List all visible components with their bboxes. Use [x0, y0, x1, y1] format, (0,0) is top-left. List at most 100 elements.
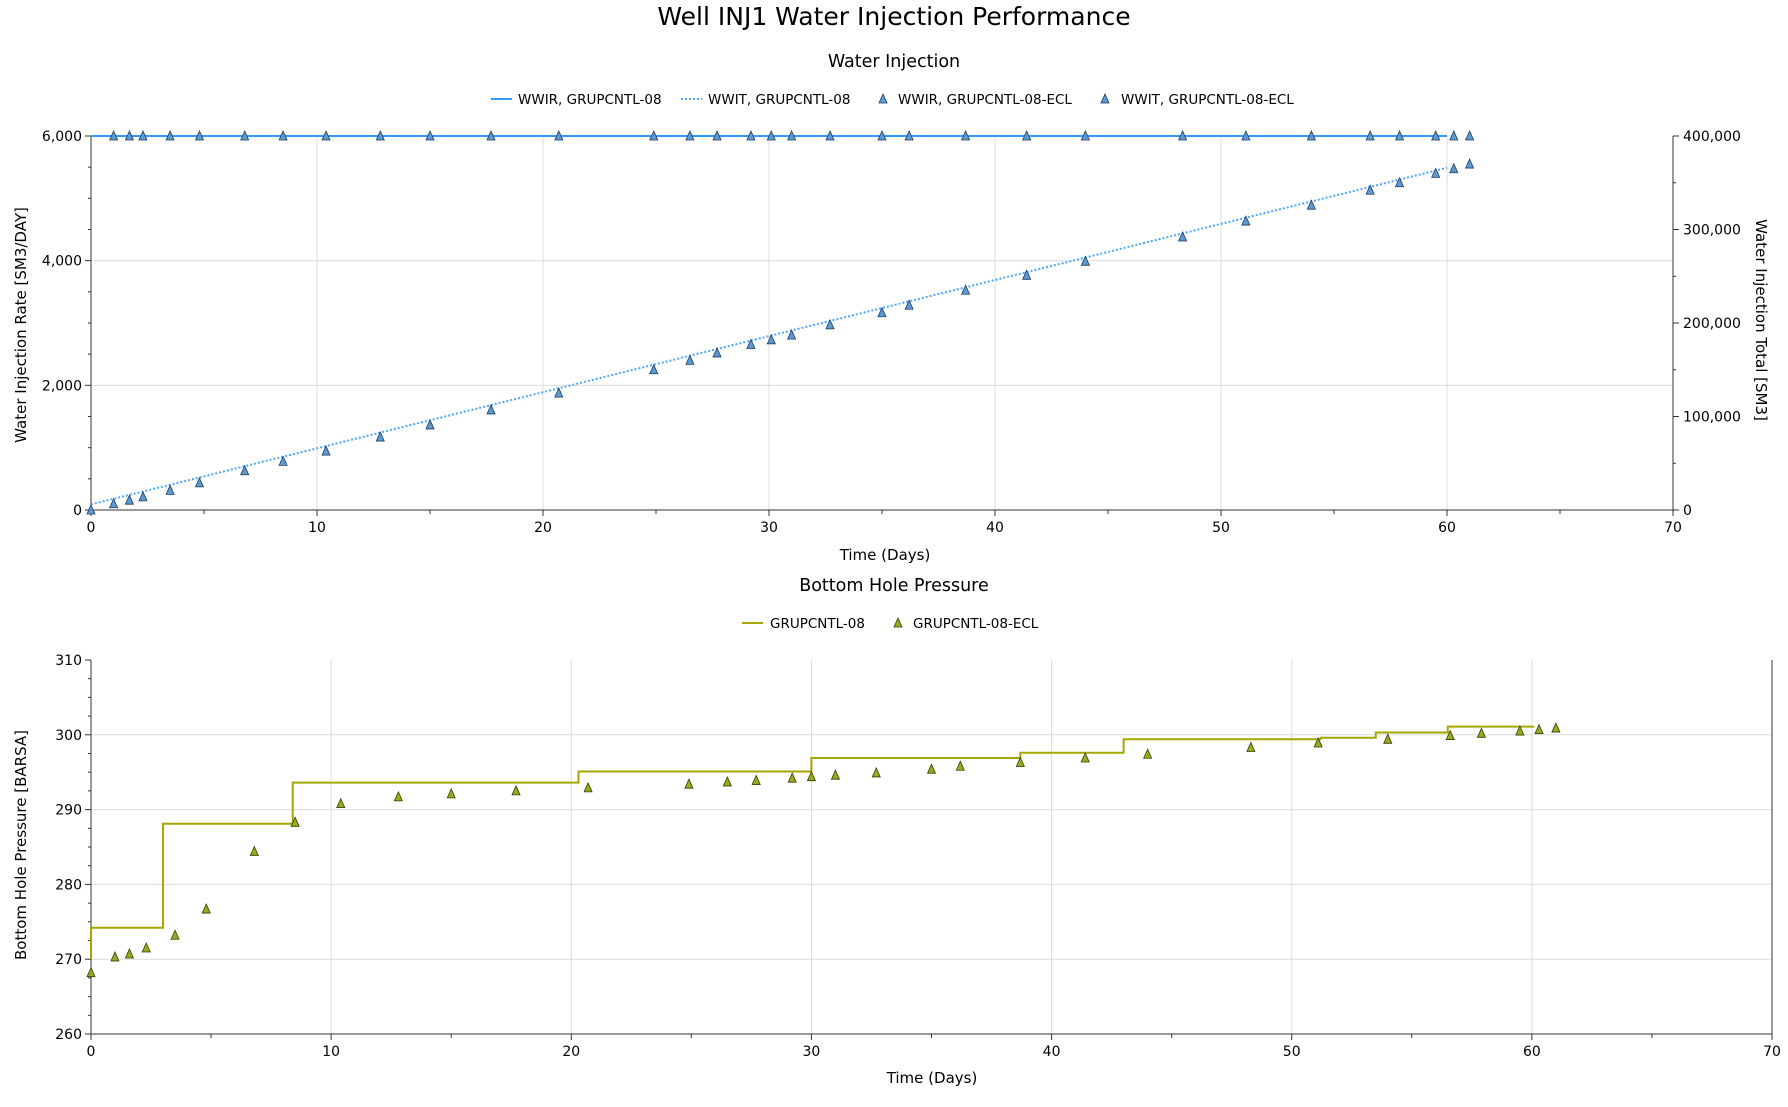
data-point-marker [1143, 748, 1153, 759]
data-point-marker [554, 387, 564, 398]
water-injection-chart: Water Injection WWIR, GRUPCNTL-08 WWIT, … [12, 52, 1770, 564]
y-axis-title-water-injection-rate: Water Injection Rate [SM3/DAY] [12, 207, 30, 443]
data-point-marker [684, 778, 694, 789]
x-tick-label: 60 [1523, 1044, 1541, 1060]
x-axis-title-water-injection: Time (Days) [839, 546, 931, 564]
series-wwit-grupcntl-08-ecl [86, 158, 1475, 515]
data-point-marker [904, 130, 914, 141]
data-point-marker [1464, 158, 1475, 169]
data-point-marker [1394, 130, 1405, 141]
data-point-marker [766, 333, 776, 345]
data-point-marker [766, 130, 776, 141]
data-point-marker [877, 130, 887, 141]
data-point-marker [1306, 130, 1317, 141]
legend-marker-wwir-ecl [878, 93, 888, 104]
data-point-marker [1551, 722, 1561, 733]
data-point-marker [1449, 162, 1459, 174]
x-tick-label: 30 [803, 1044, 821, 1060]
x-tick-label: 30 [760, 520, 778, 536]
y2-tick-label: 0 [1683, 503, 1692, 519]
data-point-marker [108, 497, 119, 509]
axes-water-injection: 0 10 20 30 40 50 60 7002,0004,0006,0000100,0002… [42, 129, 1741, 536]
data-point-marker [1022, 269, 1032, 280]
data-point-marker [165, 484, 175, 495]
data-point-marker [1241, 215, 1251, 226]
legend-label-wwit-ecl: WWIT, GRUPCNTL-08-ECL [1121, 92, 1294, 108]
data-point-marker [336, 797, 346, 809]
data-point-marker [904, 299, 914, 310]
x-tick-label: 60 [1438, 520, 1456, 536]
data-point-marker [446, 787, 456, 799]
series-bottom-hole-pressure [86, 722, 1561, 978]
data-point-marker [194, 476, 205, 488]
y2-tick-label: 100,000 [1683, 410, 1741, 426]
data-point-marker [877, 306, 887, 318]
y-tick-label: 2,000 [42, 378, 82, 394]
data-point-marker [1022, 130, 1032, 141]
data-point-marker [1534, 723, 1544, 734]
data-point-marker [138, 130, 148, 141]
grid-bottom-hole-pressure [91, 660, 1772, 1034]
page-title: Well INJ1 Water Injection Performance [657, 2, 1131, 31]
y2-tick-label: 300,000 [1683, 223, 1741, 239]
data-point-marker [1177, 230, 1188, 242]
data-point-marker [194, 130, 205, 141]
data-point-marker [554, 130, 564, 141]
data-point-marker [926, 763, 937, 774]
data-point-marker [583, 781, 593, 793]
bottom-hole-pressure-chart: Bottom Hole Pressure GRUPCNTL-08 GRUPCNT… [12, 576, 1781, 1087]
data-point-marker [393, 790, 403, 802]
data-point-marker [486, 130, 496, 141]
x-tick-label: 70 [1664, 520, 1682, 536]
y-tick-label: 280 [55, 877, 82, 893]
data-point-marker [1445, 729, 1455, 740]
data-point-marker [1246, 741, 1256, 752]
data-point-marker [649, 130, 659, 141]
data-point-marker [86, 966, 96, 978]
data-point-marker [1313, 737, 1323, 748]
data-point-marker [124, 130, 135, 141]
y-tick-label: 6,000 [42, 129, 82, 145]
y-tick-label: 0 [73, 503, 82, 519]
data-point-marker [1383, 733, 1393, 744]
data-point-marker [278, 130, 288, 141]
data-point-marker [201, 903, 211, 914]
x-tick-label: 0 [87, 520, 96, 536]
x-tick-label: 20 [562, 1044, 580, 1060]
legend-water-injection: WWIR, GRUPCNTL-08 WWIT, GRUPCNTL-08 WWIR… [491, 92, 1294, 108]
data-point-marker [1476, 727, 1487, 738]
y-tick-label: 260 [55, 1027, 82, 1043]
data-point-marker [375, 130, 385, 141]
legend-label-wwit: WWIT, GRUPCNTL-08 [708, 92, 850, 108]
data-point-marker [1431, 130, 1441, 141]
chart-subtitle-water-injection: Water Injection [828, 52, 960, 72]
data-point-marker [278, 455, 288, 466]
legend-label-grupcntl-ecl: GRUPCNTL-08-ECL [913, 616, 1039, 632]
data-point-marker [1365, 130, 1375, 141]
data-point-marker [1241, 130, 1251, 141]
data-point-marker [830, 769, 841, 780]
data-point-marker [685, 354, 695, 365]
data-point-marker [110, 950, 120, 962]
x-tick-label: 20 [534, 520, 552, 536]
axes-bottom-hole-pressure: 0 10 20 30 40 50 60 70 260 270 280 290 300 310 [55, 653, 1781, 1060]
data-point-marker [1449, 130, 1459, 141]
x-tick-label: 50 [1283, 1044, 1301, 1060]
x-tick-label: 10 [308, 520, 326, 536]
data-point-marker [425, 130, 435, 141]
x-axis-title-bottom-hole-pressure: Time (Days) [886, 1069, 978, 1087]
data-point-marker [511, 784, 521, 796]
y2-axis-title-water-injection-total: Water Injection Total [SM3] [1752, 219, 1770, 421]
legend-label-wwir-ecl: WWIR, GRUPCNTL-08-ECL [898, 92, 1072, 108]
data-point-marker [786, 329, 797, 340]
data-point-marker [249, 845, 259, 856]
data-point-marker [1080, 752, 1090, 763]
legend-bottom-hole-pressure: GRUPCNTL-08 GRUPCNTL-08-ECL [742, 616, 1039, 632]
series-grupcntl-08-line [90, 725, 1535, 960]
data-point-marker [1306, 199, 1317, 210]
y2-tick-label: 400,000 [1683, 129, 1741, 145]
data-point-marker [1365, 184, 1375, 195]
data-point-marker [1015, 756, 1025, 767]
x-tick-label: 10 [322, 1044, 340, 1060]
